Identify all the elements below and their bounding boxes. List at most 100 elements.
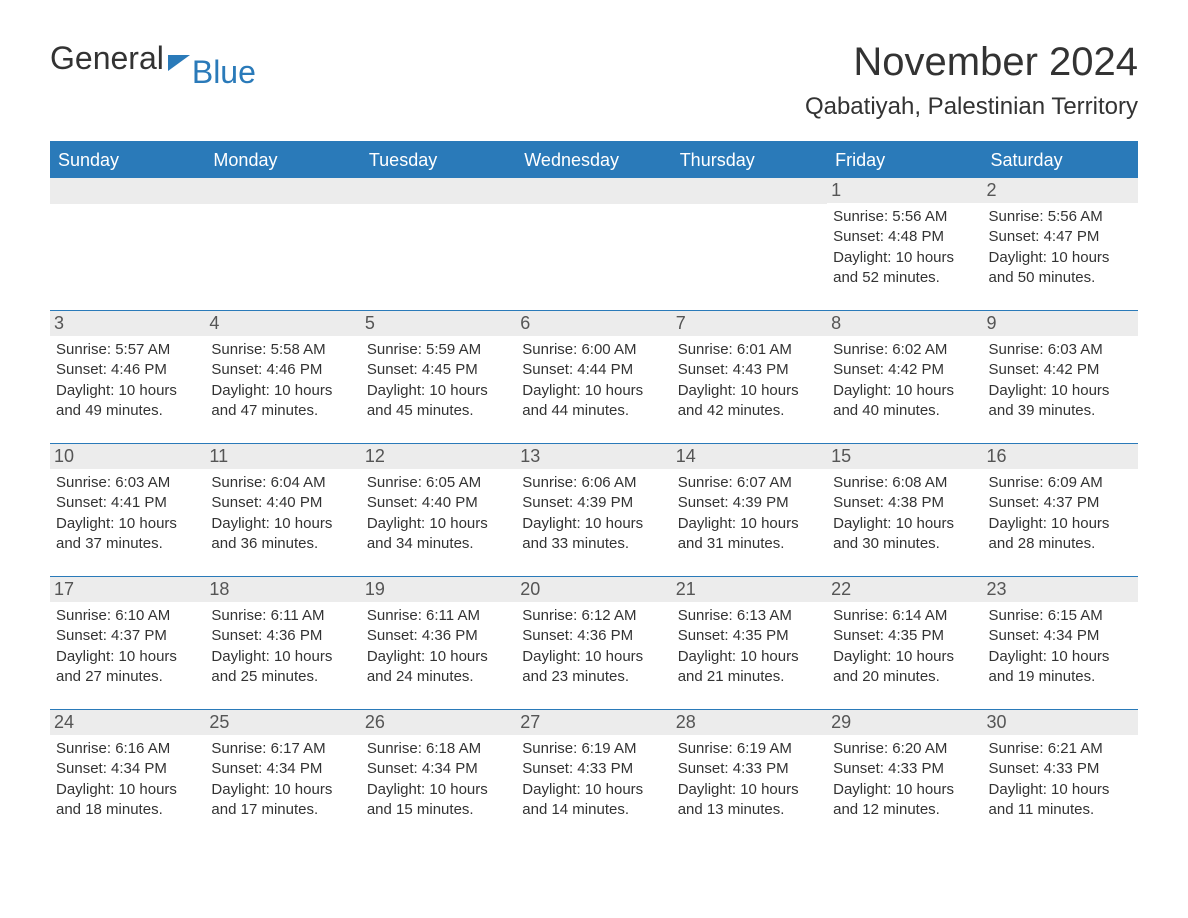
day-cell: 28Sunrise: 6:19 AMSunset: 4:33 PMDayligh… — [672, 710, 827, 842]
day-info-sunset: Sunset: 4:33 PM — [989, 759, 1132, 779]
day-info-daylight1: Daylight: 10 hours — [833, 514, 976, 534]
day-info-sunset: Sunset: 4:36 PM — [522, 626, 665, 646]
day-info-daylight1: Daylight: 10 hours — [211, 647, 354, 667]
day-number: 17 — [50, 577, 205, 602]
weekday-header: Friday — [827, 144, 982, 177]
day-number: 15 — [827, 444, 982, 469]
day-info-daylight1: Daylight: 10 hours — [833, 780, 976, 800]
day-info-sunset: Sunset: 4:35 PM — [833, 626, 976, 646]
day-info-sunrise: Sunrise: 6:02 AM — [833, 340, 976, 360]
day-number: 11 — [205, 444, 360, 469]
day-cell: 11Sunrise: 6:04 AMSunset: 4:40 PMDayligh… — [205, 444, 360, 576]
page-header: General Blue November 2024 Qabatiyah, Pa… — [50, 40, 1138, 121]
day-info-sunrise: Sunrise: 6:01 AM — [678, 340, 821, 360]
day-info-daylight2: and 27 minutes. — [56, 667, 199, 687]
logo-triangle-icon — [168, 55, 190, 71]
day-info-sunrise: Sunrise: 6:14 AM — [833, 606, 976, 626]
day-info-daylight2: and 42 minutes. — [678, 401, 821, 421]
day-number: 13 — [516, 444, 671, 469]
week-row: 17Sunrise: 6:10 AMSunset: 4:37 PMDayligh… — [50, 576, 1138, 709]
day-info-daylight1: Daylight: 10 hours — [56, 647, 199, 667]
day-info-daylight2: and 28 minutes. — [989, 534, 1132, 554]
day-info-daylight1: Daylight: 10 hours — [211, 514, 354, 534]
day-info-sunset: Sunset: 4:37 PM — [56, 626, 199, 646]
day-info-daylight1: Daylight: 10 hours — [367, 514, 510, 534]
day-info-sunset: Sunset: 4:34 PM — [989, 626, 1132, 646]
day-info-sunset: Sunset: 4:34 PM — [211, 759, 354, 779]
day-info-daylight2: and 25 minutes. — [211, 667, 354, 687]
day-number: 10 — [50, 444, 205, 469]
day-info-daylight1: Daylight: 10 hours — [989, 780, 1132, 800]
day-info-sunrise: Sunrise: 5:56 AM — [833, 207, 976, 227]
day-info-daylight1: Daylight: 10 hours — [678, 647, 821, 667]
day-info-sunrise: Sunrise: 6:19 AM — [522, 739, 665, 759]
day-cell — [672, 178, 827, 310]
day-cell: 21Sunrise: 6:13 AMSunset: 4:35 PMDayligh… — [672, 577, 827, 709]
day-info-daylight2: and 21 minutes. — [678, 667, 821, 687]
day-number: 21 — [672, 577, 827, 602]
month-title: November 2024 — [805, 40, 1138, 85]
day-cell: 12Sunrise: 6:05 AMSunset: 4:40 PMDayligh… — [361, 444, 516, 576]
day-info-daylight1: Daylight: 10 hours — [522, 647, 665, 667]
day-info-daylight2: and 24 minutes. — [367, 667, 510, 687]
day-info-daylight2: and 23 minutes. — [522, 667, 665, 687]
day-info-daylight1: Daylight: 10 hours — [56, 514, 199, 534]
day-info-daylight2: and 30 minutes. — [833, 534, 976, 554]
day-info-sunset: Sunset: 4:33 PM — [522, 759, 665, 779]
day-info-daylight1: Daylight: 10 hours — [678, 381, 821, 401]
empty-day-bg — [361, 178, 516, 204]
day-cell: 20Sunrise: 6:12 AMSunset: 4:36 PMDayligh… — [516, 577, 671, 709]
week-row: 3Sunrise: 5:57 AMSunset: 4:46 PMDaylight… — [50, 310, 1138, 443]
day-info-daylight2: and 33 minutes. — [522, 534, 665, 554]
day-info-sunrise: Sunrise: 6:20 AM — [833, 739, 976, 759]
day-number: 16 — [983, 444, 1138, 469]
week-row: 24Sunrise: 6:16 AMSunset: 4:34 PMDayligh… — [50, 709, 1138, 842]
day-info-daylight2: and 37 minutes. — [56, 534, 199, 554]
day-info-daylight1: Daylight: 10 hours — [833, 248, 976, 268]
day-info-daylight2: and 12 minutes. — [833, 800, 976, 820]
day-info-daylight1: Daylight: 10 hours — [522, 514, 665, 534]
empty-day-bg — [672, 178, 827, 204]
day-cell — [361, 178, 516, 310]
day-info-daylight2: and 11 minutes. — [989, 800, 1132, 820]
day-info-daylight1: Daylight: 10 hours — [56, 780, 199, 800]
day-info-sunrise: Sunrise: 5:56 AM — [989, 207, 1132, 227]
day-info-sunrise: Sunrise: 6:16 AM — [56, 739, 199, 759]
day-info-daylight2: and 20 minutes. — [833, 667, 976, 687]
day-cell: 16Sunrise: 6:09 AMSunset: 4:37 PMDayligh… — [983, 444, 1138, 576]
day-cell — [50, 178, 205, 310]
day-number: 20 — [516, 577, 671, 602]
day-info-sunrise: Sunrise: 6:03 AM — [56, 473, 199, 493]
day-number: 1 — [827, 178, 982, 203]
day-info-sunset: Sunset: 4:33 PM — [678, 759, 821, 779]
calendar: Sunday Monday Tuesday Wednesday Thursday… — [50, 141, 1138, 842]
day-info-daylight2: and 19 minutes. — [989, 667, 1132, 687]
day-info-sunrise: Sunrise: 6:19 AM — [678, 739, 821, 759]
day-info-daylight1: Daylight: 10 hours — [367, 780, 510, 800]
weekday-header: Monday — [205, 144, 360, 177]
day-number: 6 — [516, 311, 671, 336]
day-info-daylight2: and 14 minutes. — [522, 800, 665, 820]
day-cell: 29Sunrise: 6:20 AMSunset: 4:33 PMDayligh… — [827, 710, 982, 842]
day-info-sunrise: Sunrise: 5:59 AM — [367, 340, 510, 360]
day-info-daylight1: Daylight: 10 hours — [833, 381, 976, 401]
day-cell: 17 Sunrise: 6:10 AMSunset: 4:37 PMDayligh… — [50, 577, 205, 709]
weeks-container: 1Sunrise: 5:56 AMSunset: 4:48 PMDaylight… — [50, 177, 1138, 842]
day-number: 22 — [827, 577, 982, 602]
day-number: 28 — [672, 710, 827, 735]
day-number: 18 — [205, 577, 360, 602]
day-cell — [516, 178, 671, 310]
day-number: 8 — [827, 311, 982, 336]
day-cell: 5Sunrise: 5:59 AMSunset: 4:45 PMDaylight… — [361, 311, 516, 443]
day-cell: 23Sunrise: 6:15 AMSunset: 4:34 PMDayligh… — [983, 577, 1138, 709]
weekday-header-row: Sunday Monday Tuesday Wednesday Thursday… — [50, 144, 1138, 177]
day-info-sunrise: Sunrise: 6:10 AM — [56, 606, 199, 626]
day-info-daylight1: Daylight: 10 hours — [989, 381, 1132, 401]
day-info-sunset: Sunset: 4:40 PM — [367, 493, 510, 513]
day-info-sunset: Sunset: 4:36 PM — [367, 626, 510, 646]
day-info-sunrise: Sunrise: 6:05 AM — [367, 473, 510, 493]
logo: General Blue — [50, 40, 256, 77]
day-number: 29 — [827, 710, 982, 735]
day-cell: 10Sunrise: 6:03 AMSunset: 4:41 PMDayligh… — [50, 444, 205, 576]
day-info-sunset: Sunset: 4:40 PM — [211, 493, 354, 513]
